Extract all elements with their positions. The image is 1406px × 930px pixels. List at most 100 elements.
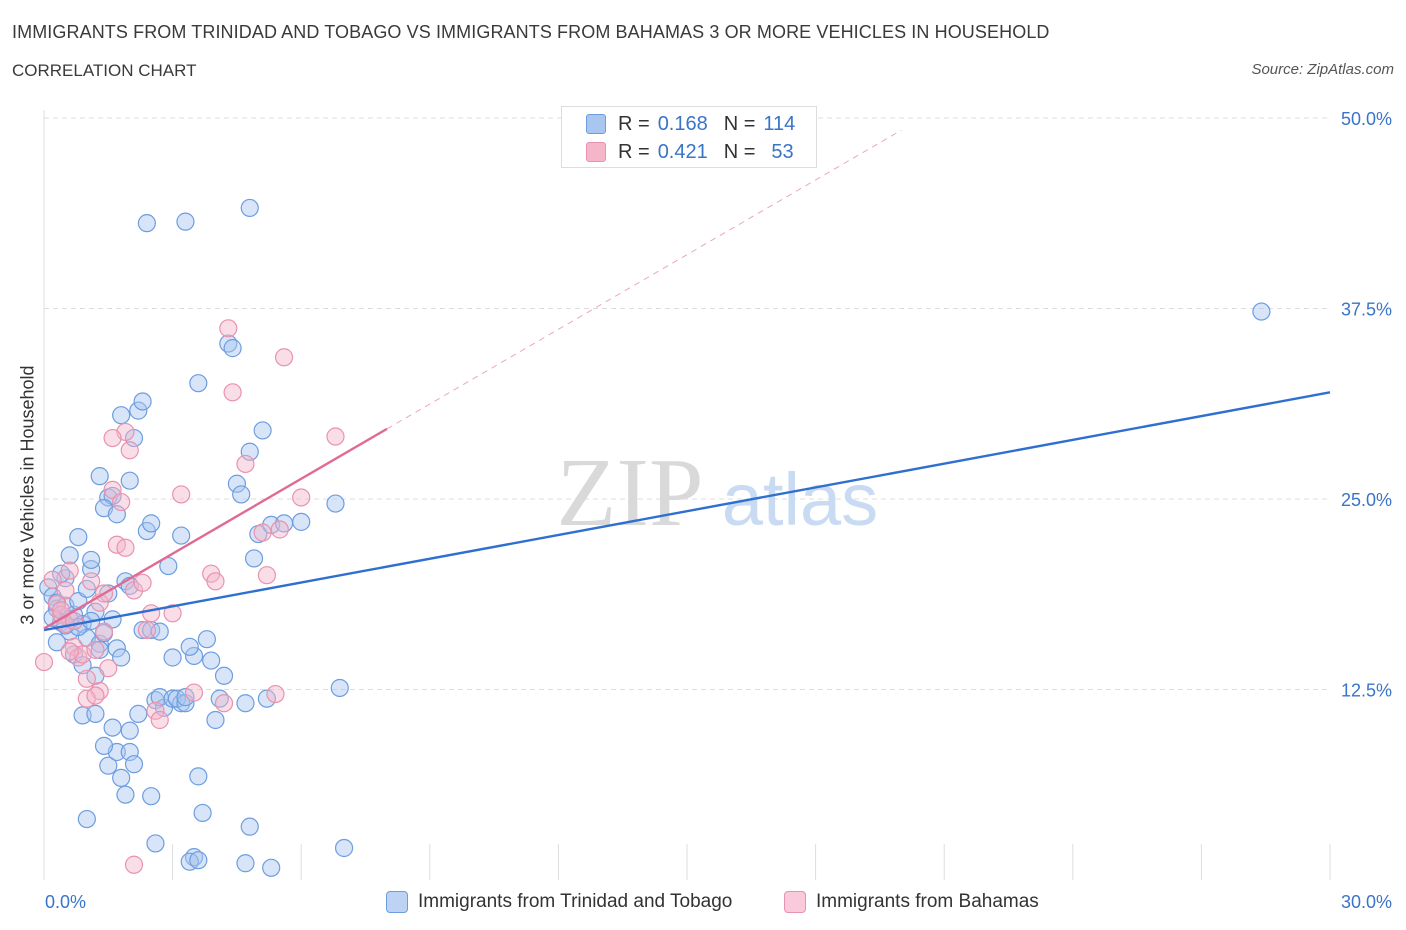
chart-subtitle: CORRELATION CHART [12, 61, 197, 80]
points-layer [34, 198, 1271, 877]
data-point-trinidad [334, 838, 354, 858]
data-point-bahamas [146, 701, 165, 720]
y-tick-label: 12.5% [1341, 681, 1392, 701]
legend-swatch-blue [586, 114, 606, 134]
data-point-trinidad [214, 666, 234, 685]
trend-line-bahamas-extension [386, 129, 902, 430]
data-point-bahamas [236, 454, 255, 474]
data-point-bahamas [150, 710, 169, 730]
data-point-trinidad [90, 467, 109, 486]
data-point-trinidad [244, 549, 264, 568]
data-point-bahamas [292, 488, 311, 507]
data-point-bahamas [270, 520, 289, 539]
data-point-trinidad [223, 339, 242, 358]
data-point-trinidad [172, 526, 191, 545]
data-point-bahamas [116, 538, 135, 557]
data-point-bahamas [137, 620, 156, 640]
data-point-bahamas [163, 604, 182, 623]
data-point-trinidad [129, 704, 148, 723]
data-point-trinidad [236, 694, 255, 713]
data-point-trinidad [176, 688, 195, 707]
data-point-bahamas [112, 492, 131, 512]
data-point-trinidad [227, 474, 246, 493]
data-point-bahamas [326, 427, 345, 446]
y-tick-label: 25.0% [1341, 490, 1392, 510]
data-point-trinidad [240, 817, 259, 836]
data-point-trinidad [69, 527, 88, 547]
data-point-trinidad [90, 640, 109, 659]
data-point-trinidad [94, 736, 114, 755]
legend-n-value: 114 [763, 112, 796, 135]
data-point-bahamas [142, 604, 161, 623]
legend-n-label: N = [723, 112, 756, 135]
data-point-trinidad [189, 851, 208, 870]
data-point-trinidad [292, 512, 311, 531]
grid-layer [43, 110, 1331, 880]
data-point-trinidad [257, 689, 277, 708]
correlation-legend: R = 0.168 N = 114 R = 0.421 N = 53 [561, 106, 817, 168]
legend-r-value: 0.168 [657, 112, 708, 135]
data-point-trinidad [197, 630, 216, 649]
data-point-bahamas [60, 642, 79, 661]
ticks-layer: 12.5% 25.0% 37.5% 50.0% 0.0% 30.0% [45, 109, 1392, 912]
data-point-bahamas [133, 573, 152, 592]
data-point-bahamas [43, 570, 62, 589]
data-point-trinidad [180, 637, 199, 656]
trend-line-trinidad [43, 391, 1331, 632]
data-point-trinidad [112, 406, 131, 425]
legend-r-value: 0.421 [657, 140, 708, 163]
x-tick-label: 30.0% [1341, 892, 1392, 912]
data-point-trinidad [202, 651, 221, 670]
legend-swatch-blue [386, 891, 408, 913]
data-point-bahamas [60, 561, 79, 580]
data-point-trinidad [60, 546, 79, 565]
y-axis-label: 3 or more Vehicles in Household [17, 365, 38, 625]
data-point-bahamas [223, 383, 242, 402]
data-point-bahamas [120, 441, 139, 460]
data-point-bahamas [94, 622, 114, 641]
data-point-trinidad [176, 212, 195, 231]
watermark: ZIP atlas [557, 439, 879, 547]
data-point-bahamas [103, 428, 122, 448]
data-point-trinidad [103, 718, 122, 737]
trend-layer [43, 129, 1331, 632]
data-point-bahamas [184, 683, 204, 702]
data-point-trinidad [142, 787, 161, 806]
legend-swatch-pink [586, 142, 606, 162]
data-point-bahamas [214, 694, 234, 713]
data-point-trinidad [124, 755, 144, 774]
data-point-trinidad [189, 767, 208, 786]
data-point-bahamas [274, 348, 294, 367]
data-point-trinidad [82, 550, 101, 570]
data-point-bahamas [219, 319, 238, 338]
data-point-trinidad [142, 514, 161, 533]
legend-swatch-pink [784, 891, 806, 913]
data-point-trinidad [236, 854, 255, 873]
data-point-trinidad [86, 704, 105, 723]
data-point-trinidad [193, 803, 212, 823]
data-point-trinidad [330, 678, 349, 698]
data-point-trinidad [47, 633, 66, 652]
data-point-bahamas [56, 581, 75, 600]
legend-r-label: R = [618, 112, 650, 135]
data-point-trinidad [137, 214, 156, 233]
data-point-trinidad [189, 374, 208, 393]
watermark-zip: ZIP [557, 439, 704, 547]
data-point-trinidad [116, 785, 135, 804]
legend-label-bahamas: Immigrants from Bahamas [816, 891, 1039, 912]
data-point-trinidad [262, 858, 281, 877]
data-point-trinidad [163, 648, 182, 667]
data-point-trinidad [133, 392, 152, 411]
data-point-bahamas [172, 485, 191, 504]
data-point-trinidad [184, 646, 204, 666]
data-point-trinidad [326, 494, 345, 513]
data-point-bahamas [253, 523, 272, 542]
bottom-legend-trinidad: Immigrants from Trinidad and Tobago [386, 889, 732, 915]
data-point-trinidad [112, 768, 131, 787]
y-tick-label: 50.0% [1341, 109, 1392, 129]
data-point-bahamas [99, 659, 118, 678]
data-point-trinidad [206, 710, 225, 730]
data-point-bahamas [34, 652, 54, 672]
data-point-trinidad [120, 721, 139, 740]
